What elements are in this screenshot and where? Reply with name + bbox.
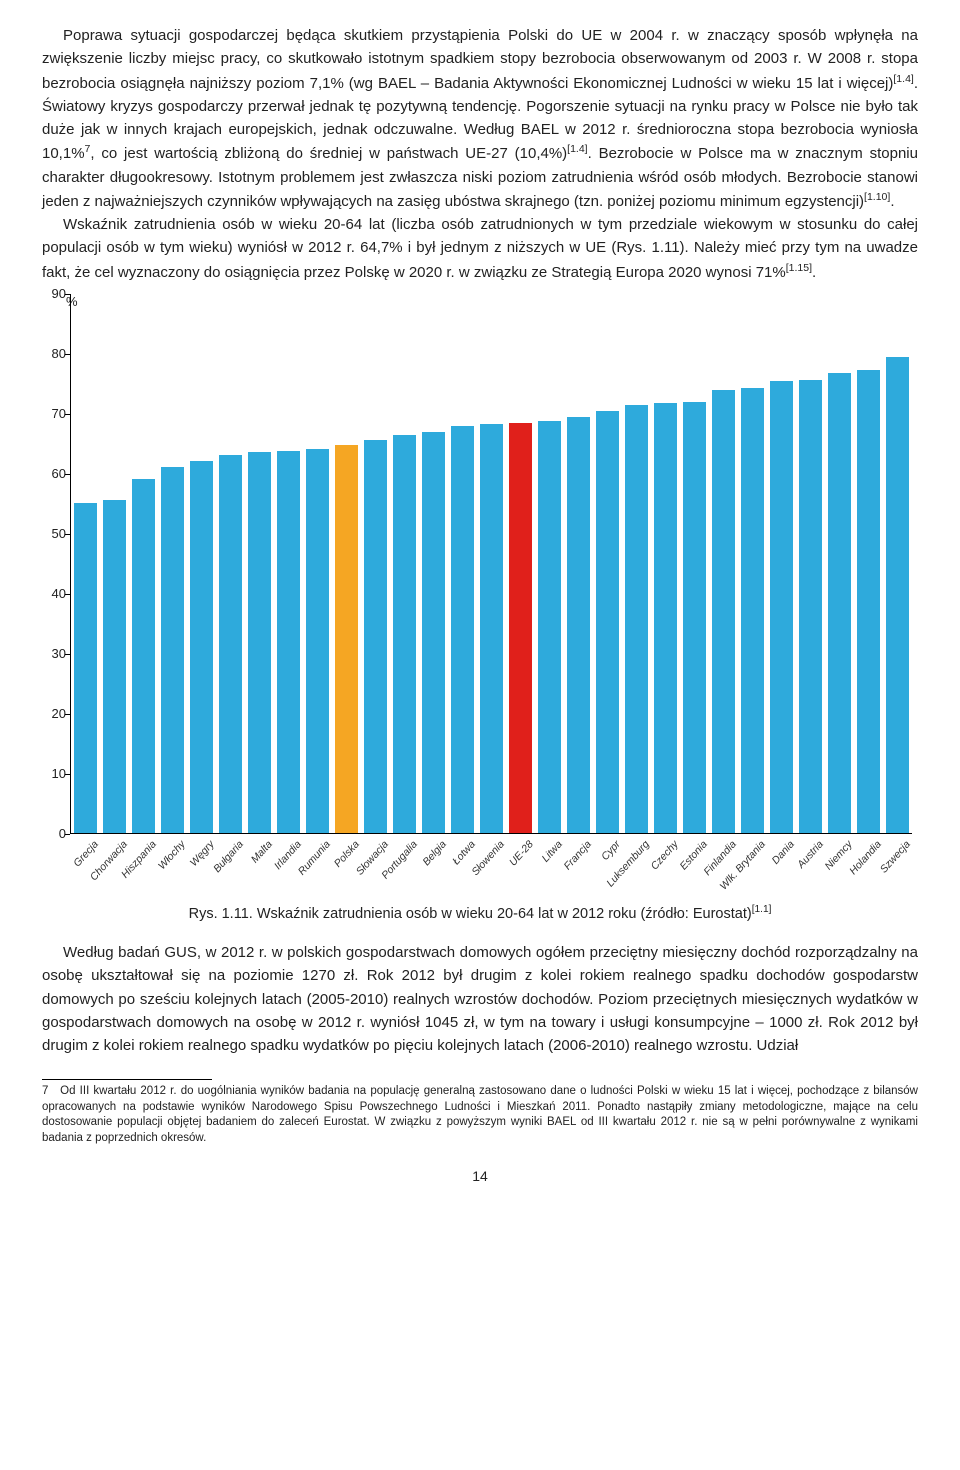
bar-slot: Wlk. Brytania — [738, 294, 767, 833]
bar — [277, 451, 301, 833]
y-tick-mark — [65, 834, 70, 835]
bar-category-label: Włochy — [154, 837, 189, 873]
body-paragraph-3: Według badań GUS, w 2012 r. w polskich g… — [42, 941, 918, 1057]
bar-slot: Cypr — [593, 294, 622, 833]
bar — [422, 432, 446, 833]
bar — [596, 411, 620, 833]
bar — [509, 423, 533, 833]
bar — [364, 440, 388, 832]
page-number: 14 — [42, 1166, 918, 1188]
y-tick-label: 50 — [44, 524, 66, 544]
bar-slot: Polska — [332, 294, 361, 833]
bar — [683, 402, 707, 833]
y-tick-label: 70 — [44, 404, 66, 424]
bar-slot: Francja — [564, 294, 593, 833]
bar — [393, 435, 417, 833]
y-tick-label: 0 — [44, 824, 66, 844]
bar — [248, 452, 272, 832]
bar-slot: Portugalia — [390, 294, 419, 833]
bar-slot: Rumunia — [303, 294, 332, 833]
bar-slot: Niemcy — [825, 294, 854, 833]
bar-category-label: Francja — [560, 837, 596, 874]
bar — [538, 421, 562, 832]
y-tick-label: 20 — [44, 704, 66, 724]
bar-slot: Litwa — [535, 294, 564, 833]
bar — [857, 370, 881, 832]
y-tick-label: 90 — [44, 284, 66, 304]
body-paragraph-2: Wskaźnik zatrudnienia osób w wieku 20-64… — [42, 213, 918, 284]
bar-category-label: UE-28 — [505, 837, 537, 870]
bar — [335, 445, 359, 832]
bar-slot: Grecja — [71, 294, 100, 833]
bar — [451, 426, 475, 833]
bar — [770, 381, 794, 833]
y-tick-label: 10 — [44, 764, 66, 784]
footnote: 7 Od III kwartału 2012 r. do uogólniania… — [42, 1084, 918, 1146]
bar-slot: Słowacja — [361, 294, 390, 833]
bar — [886, 357, 910, 833]
bar-category-label: Czechy — [647, 837, 683, 874]
bar-slot: Chorwacja — [100, 294, 129, 833]
bar-slot: Węgry — [187, 294, 216, 833]
employment-chart: %0102030405060708090GrecjaChorwacjaHiszp… — [42, 294, 918, 925]
bar-slot: Łotwa — [448, 294, 477, 833]
bar — [219, 455, 243, 832]
y-tick-label: 60 — [44, 464, 66, 484]
chart-plot-area: GrecjaChorwacjaHiszpaniaWłochyWęgryBułga… — [70, 294, 912, 834]
body-paragraph-1: Poprawa sytuacji gospodarczej będąca sku… — [42, 24, 918, 213]
bar — [480, 424, 504, 832]
bar-slot: Włochy — [158, 294, 187, 833]
bar-slot: Irlandia — [274, 294, 303, 833]
bar-slot: UE-28 — [506, 294, 535, 833]
bar-slot: Luksemburg — [622, 294, 651, 833]
bar — [190, 461, 214, 832]
bar — [306, 449, 330, 832]
bar-slot: Holandia — [854, 294, 883, 833]
bar — [132, 479, 156, 832]
bar-slot: Austria — [796, 294, 825, 833]
bar — [161, 467, 185, 832]
bar-slot: Słowenia — [477, 294, 506, 833]
footnote-number: 7 — [42, 1084, 56, 1100]
y-tick-label: 40 — [44, 584, 66, 604]
bar-slot: Belgia — [419, 294, 448, 833]
bar — [654, 403, 678, 832]
bar — [712, 390, 736, 833]
bar — [74, 503, 98, 832]
bar — [741, 388, 765, 832]
bar-slot: Hiszpania — [129, 294, 158, 833]
bar-slot: Czechy — [651, 294, 680, 833]
bar-slot: Szwecja — [883, 294, 912, 833]
footnote-text: Od III kwartału 2012 r. do uogólniania w… — [42, 1085, 918, 1144]
bar — [799, 380, 823, 833]
bar-slot: Bułgaria — [216, 294, 245, 833]
bar-slot: Estonia — [680, 294, 709, 833]
bar — [103, 500, 127, 832]
y-tick-label: 30 — [44, 644, 66, 664]
bar-category-label: Belgia — [418, 837, 450, 870]
bar-slot: Finlandia — [709, 294, 738, 833]
chart-caption: Rys. 1.11. Wskaźnik zatrudnienia osób w … — [42, 902, 918, 925]
bar — [625, 405, 649, 833]
bar-category-label: Dania — [768, 837, 798, 868]
bar-slot: Dania — [767, 294, 796, 833]
bar-slot: Malta — [245, 294, 274, 833]
bar — [567, 417, 591, 833]
bar — [828, 373, 852, 832]
bar-category-label: Szwecja — [876, 837, 914, 877]
bar-category-label: Austria — [793, 837, 827, 872]
y-tick-label: 80 — [44, 344, 66, 364]
bar-category-label: Bułgaria — [209, 837, 247, 877]
footnote-rule — [42, 1079, 212, 1080]
